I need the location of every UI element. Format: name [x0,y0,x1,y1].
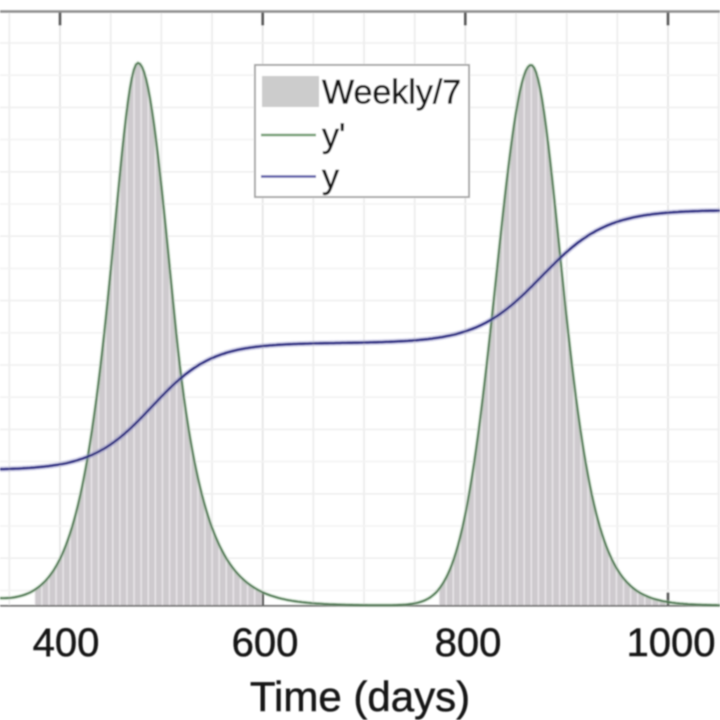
svg-text:Time (days): Time (days) [250,673,470,720]
svg-text:y: y [322,158,339,196]
svg-text:800: 800 [435,621,502,665]
svg-text:600: 600 [232,621,299,665]
svg-text:1000: 1000 [627,621,716,665]
svg-text:y': y' [322,117,346,155]
svg-text:Weekly/7: Weekly/7 [322,74,461,112]
svg-text:400: 400 [33,621,100,665]
